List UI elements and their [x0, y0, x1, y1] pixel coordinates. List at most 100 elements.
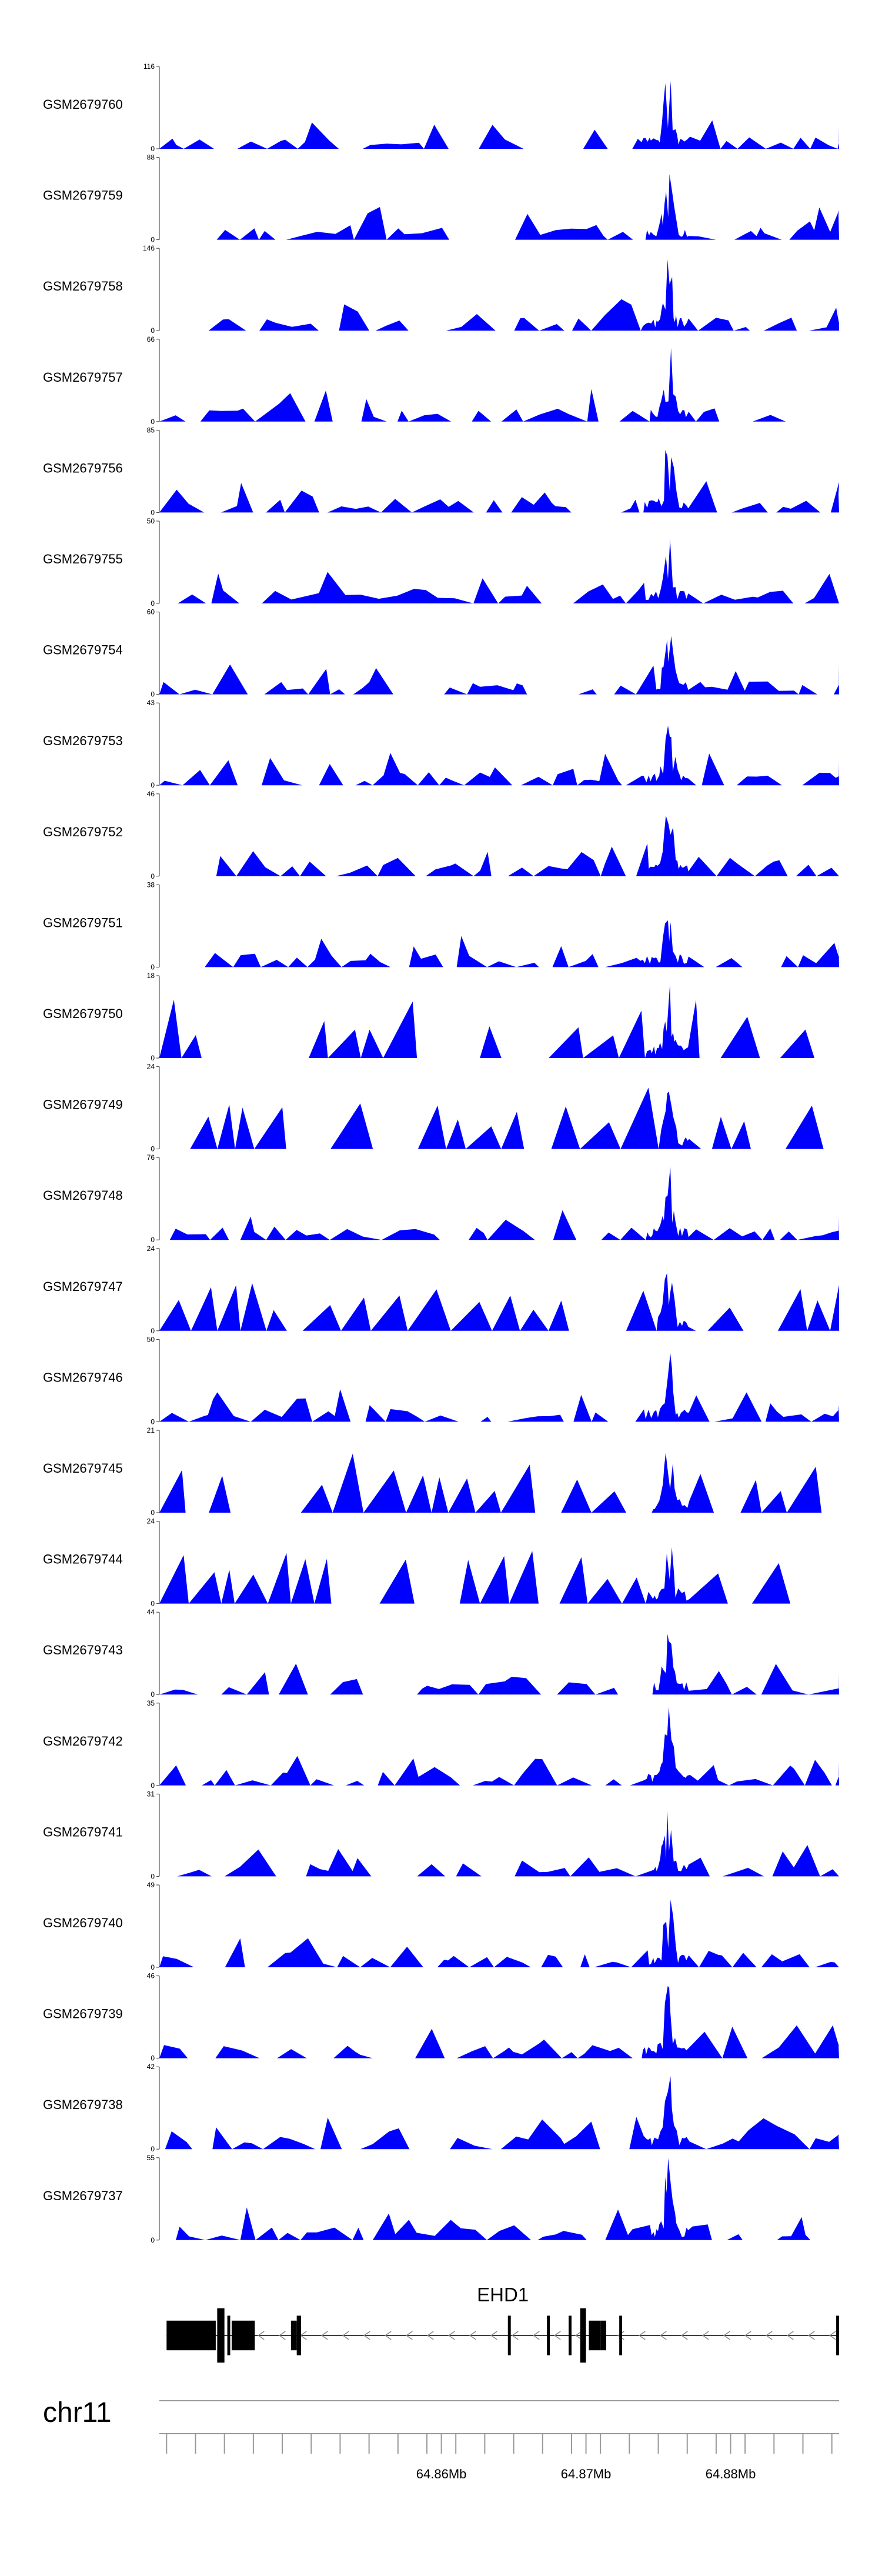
track-ymin-label: 0: [151, 236, 155, 244]
strand-chevron: [469, 2331, 476, 2340]
track-label: GSM2679753: [43, 733, 123, 748]
track-ymax-label: 38: [147, 880, 155, 889]
gene-exon: [166, 2320, 216, 2351]
track-ymin-label: 0: [151, 781, 155, 789]
track-GSM2679742: GSM2679742 35 0: [43, 1699, 839, 1790]
track-label: GSM2679751: [43, 915, 123, 930]
track-ymax-label: 35: [147, 1699, 155, 1707]
track-GSM2679744: GSM2679744 24 0: [43, 1517, 839, 1608]
coverage-area-GSM2679759: [159, 174, 839, 240]
track-ymax-label: 43: [147, 699, 155, 707]
track-label: GSM2679741: [43, 1824, 123, 1839]
track-ymin-label: 0: [151, 599, 155, 608]
track-GSM2679740: GSM2679740 49 0: [43, 1881, 839, 1971]
track-label: GSM2679739: [43, 2007, 123, 2021]
track-ymax-label: 24: [147, 1244, 155, 1253]
track-ymin-label: 0: [151, 872, 155, 880]
coverage-area-GSM2679740: [159, 1900, 839, 1967]
coverage-area-GSM2679752: [159, 815, 839, 876]
coverage-area-GSM2679751: [159, 920, 839, 967]
coverage-area-GSM2679741: [159, 1810, 839, 1877]
track-ymax-label: 50: [147, 1335, 155, 1343]
gene-exon: [836, 2315, 839, 2355]
track-ymin-label: 0: [151, 1417, 155, 1426]
coverage-area-GSM2679737: [159, 2158, 839, 2240]
track-label: GSM2679750: [43, 1006, 123, 1021]
track-ymax-label: 85: [147, 426, 155, 434]
coverage-area-GSM2679739: [159, 1986, 839, 2058]
strand-chevron: [744, 2331, 751, 2340]
track-ymax-label: 42: [147, 2063, 155, 2071]
axis-tick-labels: 64.86Mb 64.87Mb 64.88Mb: [416, 2467, 756, 2481]
track-label: GSM2679747: [43, 1279, 123, 1294]
track-ymax-label: 24: [147, 1063, 155, 1071]
track-ymax-label: 46: [147, 1972, 155, 1980]
track-ymin-label: 0: [151, 1872, 155, 1880]
track-GSM2679748: GSM2679748 76 0: [43, 1153, 839, 1244]
track-ymin-label: 0: [151, 1509, 155, 1517]
track-ymin-label: 0: [151, 145, 155, 153]
strand-chevron: [701, 2331, 709, 2340]
strand-chevron: [426, 2331, 434, 2340]
strand-chevron: [384, 2331, 392, 2340]
gene-exon: [580, 2308, 586, 2363]
track-label: GSM2679760: [43, 97, 123, 112]
track-GSM2679743: GSM2679743 44 0: [43, 1608, 839, 1699]
gene-model-track: EHD1: [166, 2284, 839, 2363]
coverage-area-GSM2679743: [159, 1634, 839, 1695]
strand-chevron: [553, 2331, 561, 2340]
axis-ticks: [166, 2434, 833, 2454]
track-GSM2679738: GSM2679738 42 0: [43, 2063, 839, 2153]
strand-chevrons: [257, 2331, 836, 2340]
track-label: GSM2679754: [43, 643, 123, 658]
gene-exon: [296, 2315, 302, 2355]
gene-exon: [569, 2315, 572, 2355]
genome-axis: chr11 64.86Mb 64.87Mb 64.88Mb: [43, 2397, 839, 2481]
track-ymin-label: 0: [151, 1054, 155, 1062]
track-GSM2679739: GSM2679739 46 0: [43, 1972, 839, 2063]
track-ymax-label: 44: [147, 1608, 155, 1616]
coverage-area-GSM2679756: [159, 450, 839, 513]
track-ymax-label: 18: [147, 972, 155, 980]
track-label: GSM2679743: [43, 1643, 123, 1657]
strand-chevron: [532, 2331, 540, 2340]
gene-exon: [231, 2320, 255, 2351]
coverage-area-GSM2679753: [159, 725, 839, 786]
track-ymax-label: 50: [147, 517, 155, 525]
gene-name: EHD1: [477, 2284, 529, 2305]
track-ymin-label: 0: [151, 1327, 155, 1335]
strand-chevron: [659, 2331, 667, 2340]
track-label: GSM2679758: [43, 279, 123, 293]
gene-exon: [217, 2308, 225, 2363]
track-label: GSM2679748: [43, 1188, 123, 1203]
coverage-area-GSM2679744: [159, 1547, 839, 1604]
coverage-area-GSM2679755: [159, 539, 839, 603]
strand-chevron: [807, 2331, 815, 2340]
track-label: GSM2679752: [43, 825, 123, 839]
track-GSM2679749: GSM2679749 24 0: [43, 1063, 839, 1153]
track-GSM2679758: GSM2679758 146 0: [43, 244, 839, 335]
track-GSM2679756: GSM2679756 85 0: [43, 426, 839, 516]
track-label: GSM2679746: [43, 1370, 123, 1384]
track-GSM2679753: GSM2679753 43 0: [43, 699, 839, 789]
axis-tick-label: 64.88Mb: [706, 2467, 756, 2481]
track-ymax-label: 116: [143, 62, 155, 71]
track-GSM2679760: GSM2679760 116 0: [43, 62, 839, 153]
track-ymin-label: 0: [151, 1236, 155, 1244]
coverage-area-GSM2679749: [159, 1087, 839, 1149]
track-label: GSM2679757: [43, 370, 123, 385]
track-ymin-label: 0: [151, 1690, 155, 1699]
track-ymin-label: 0: [151, 2236, 155, 2244]
track-GSM2679741: GSM2679741 31 0: [43, 1790, 839, 1880]
gene-exon: [589, 2320, 601, 2351]
track-GSM2679745: GSM2679745 21 0: [43, 1426, 839, 1517]
track-label: GSM2679740: [43, 1916, 123, 1930]
strand-chevron: [828, 2331, 836, 2340]
track-ymin-label: 0: [151, 1600, 155, 1608]
track-GSM2679751: GSM2679751 38 0: [43, 880, 839, 971]
strand-chevron: [638, 2331, 646, 2340]
axis-tick-label: 64.86Mb: [416, 2467, 467, 2481]
track-ymax-label: 49: [147, 1881, 155, 1889]
track-GSM2679737: GSM2679737 55 0: [43, 2154, 839, 2244]
